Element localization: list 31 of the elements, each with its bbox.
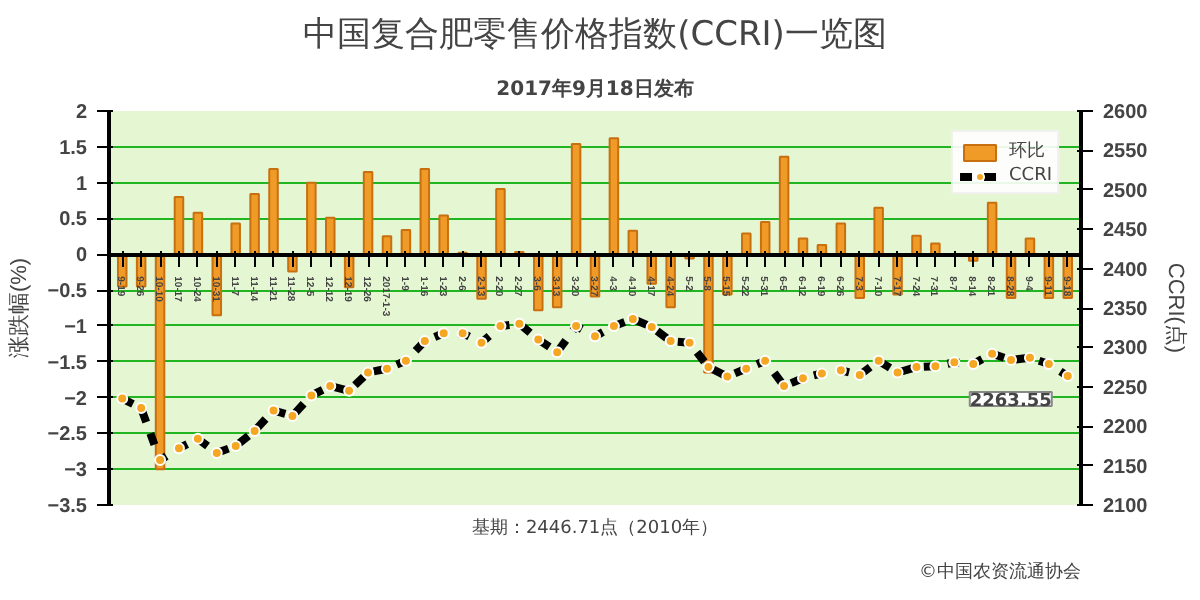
chart-subtitle: 2017年9月18日发布 <box>496 77 694 101</box>
y2-tick-label: 2200 <box>1103 417 1149 440</box>
y2-tick-label: 2600 <box>1103 102 1149 124</box>
y-tick-label: 2 <box>75 102 88 124</box>
y-tick-label: −3 <box>64 460 88 483</box>
y-tick-label: 0 <box>75 245 88 268</box>
y-tick-label: −1 <box>64 316 88 339</box>
legend-label: 环比 <box>1009 139 1048 164</box>
y2-tick-label: 2150 <box>1103 456 1149 479</box>
y2-tick-label: 2500 <box>1103 180 1149 203</box>
y2-tick-label: 2300 <box>1103 338 1149 361</box>
y2-tick-label: 2100 <box>1103 496 1149 518</box>
y-tick-label: 1 <box>75 173 88 196</box>
y-tick-label: 1.5 <box>59 137 88 160</box>
y-axis-title: 涨跌幅(%) <box>7 257 32 359</box>
legend-label: CCRI <box>1009 166 1052 186</box>
y2-tick-label: 2250 <box>1103 377 1149 400</box>
y-tick-label: −0.5 <box>47 281 88 304</box>
text: ©中国农资流通协会 <box>919 561 1081 583</box>
y-tick-label: 0.5 <box>59 209 88 232</box>
y2-tick-label: 2400 <box>1103 259 1149 282</box>
y2-tick-label: 2350 <box>1103 299 1149 321</box>
text: 基期：2446.71点（2010年） <box>471 517 719 539</box>
y-tick-label: −2 <box>64 388 88 411</box>
y2-axis-title: CCRI(点) <box>1163 262 1190 354</box>
y2-tick-label: 2450 <box>1103 220 1149 243</box>
y2-tick-label: 2550 <box>1103 141 1149 164</box>
y-tick-label: −3.5 <box>47 496 88 518</box>
y-tick-label: −2.5 <box>47 424 88 447</box>
y-tick-label: −1.5 <box>47 352 88 375</box>
chart-title: 中国复合肥零售价格指数(CCRI)一览图 <box>303 15 887 55</box>
